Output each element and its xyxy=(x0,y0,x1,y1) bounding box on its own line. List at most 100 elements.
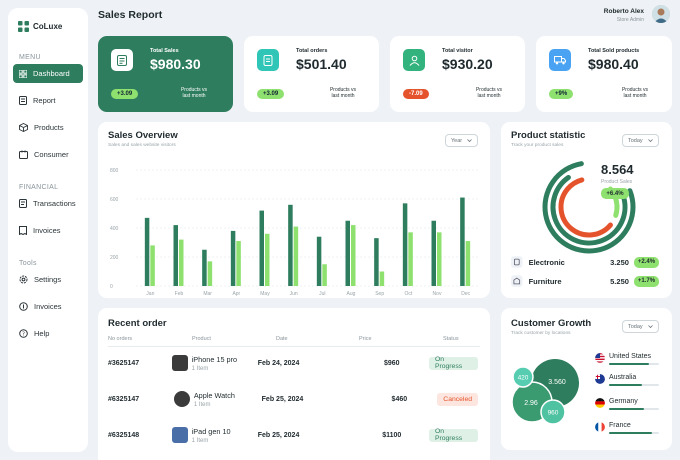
column-header-price: Price xyxy=(359,336,372,342)
bar-jun-series-2[interactable] xyxy=(293,226,299,286)
sidebar-item-invoices-tools[interactable]: Invoices xyxy=(13,297,83,316)
product-statistic-card: Product statistic Track your product sal… xyxy=(501,122,672,298)
sidebar-item-label: Consumer xyxy=(34,150,69,159)
sidebar-item-help[interactable]: ? Help xyxy=(13,324,83,343)
today-filter-dropdown[interactable]: Today xyxy=(622,320,659,333)
stat-value: $501.40 xyxy=(296,56,347,72)
legend-item-furniture: Furniture 5.250 +1.7% xyxy=(511,275,659,287)
order-date: Feb 25, 2024 xyxy=(257,431,300,439)
bar-jul-series-1[interactable] xyxy=(316,236,322,286)
stat-card-total-visitor[interactable]: Total visitor $930.20 -7.09 Products vs … xyxy=(390,36,525,112)
bar-may-series-1[interactable] xyxy=(259,210,265,286)
bar-apr-series-2[interactable] xyxy=(236,241,241,286)
x-tick-label: Oct xyxy=(404,291,412,297)
sidebar-item-report[interactable]: Report xyxy=(13,91,83,110)
column-header-date: Date xyxy=(276,336,288,342)
bar-mar-series-1[interactable] xyxy=(202,249,207,286)
brand[interactable]: CoLuxe xyxy=(13,16,83,36)
bar-aug-series-1[interactable] xyxy=(345,220,351,286)
financial-section-label: FINANCIAL xyxy=(19,184,59,191)
stat-card-total-sales[interactable]: Total Sales $980.30 +3.09 Products vs la… xyxy=(98,36,233,112)
bar-sep-series-2[interactable] xyxy=(379,271,385,287)
year-filter-dropdown[interactable]: Year xyxy=(445,134,479,147)
stat-note: Products vs last month xyxy=(180,87,208,100)
bar-jan-series-2[interactable] xyxy=(150,245,155,286)
table-row[interactable]: #6325147 Apple Watch 1 Item Feb 25, 2024 … xyxy=(108,384,478,414)
france-flag-icon xyxy=(595,422,605,432)
stat-card-total-sold-products[interactable]: Total Sold products $980.40 +9% Products… xyxy=(536,36,672,112)
bar-feb-series-2[interactable] xyxy=(179,239,184,286)
sidebar-item-consumer[interactable]: Consumer xyxy=(13,145,83,164)
column-header-status: Status xyxy=(443,336,459,342)
bubble-small-right xyxy=(540,399,566,425)
chevron-down-icon xyxy=(467,139,472,142)
watch-icon xyxy=(173,391,190,407)
sidebar-item-label: Dashboard xyxy=(33,69,70,78)
bar-jan-series-1[interactable] xyxy=(144,217,150,286)
bar-nov-series-2[interactable] xyxy=(437,232,442,286)
stat-value: $930.20 xyxy=(442,56,493,72)
y-tick-label: 200 xyxy=(110,255,119,261)
bubble-label: 960 xyxy=(548,410,559,417)
x-tick-label: Aug xyxy=(347,291,356,297)
bar-feb-series-1[interactable] xyxy=(173,225,179,286)
today-filter-dropdown[interactable]: Today xyxy=(622,134,659,147)
bar-oct-series-2[interactable] xyxy=(408,232,413,286)
stat-card-total-orders[interactable]: Total orders $501.40 +3.09 Products vs l… xyxy=(244,36,379,112)
sidebar-item-label: Report xyxy=(33,96,56,105)
bar-mar-series-2[interactable] xyxy=(207,261,213,286)
legend-value: 3.250 xyxy=(610,257,629,267)
sidebar-item-label: Transactions xyxy=(33,199,76,208)
bar-jul-series-2[interactable] xyxy=(322,264,327,286)
avatar[interactable] xyxy=(652,5,670,23)
bar-may-series-2[interactable] xyxy=(265,233,270,286)
bar-aug-series-2[interactable] xyxy=(351,225,356,286)
product-statistic-title: Product statistic xyxy=(511,130,586,141)
menu-section-label: MENU xyxy=(19,54,41,61)
stat-label: Total Sales xyxy=(150,48,179,54)
bar-dec-series-1[interactable] xyxy=(460,197,465,286)
bar-oct-series-1[interactable] xyxy=(402,203,408,286)
x-tick-label: Dec xyxy=(461,291,470,297)
order-price: $460 xyxy=(391,395,408,403)
product-qty: 1 Item xyxy=(193,401,211,408)
x-tick-label: Jun xyxy=(290,291,298,297)
table-row[interactable]: #6325148 iPad gen 10 1 Item Feb 25, 2024 … xyxy=(108,420,478,450)
order-price: $1100 xyxy=(382,431,402,439)
bar-jun-series-1[interactable] xyxy=(288,204,293,286)
bar-apr-series-1[interactable] xyxy=(230,230,236,286)
sidebar-item-invoices[interactable]: Invoices xyxy=(13,221,83,240)
bubble-label: 2.96 xyxy=(524,400,538,407)
tools-section-label: Tools xyxy=(19,260,37,267)
user-name: Roberto Alex xyxy=(603,8,644,15)
country-progress xyxy=(609,408,659,410)
table-row[interactable]: #3625147 iPhone 15 pro 1 Item Feb 24, 202… xyxy=(108,348,478,378)
ipad-icon xyxy=(172,427,188,443)
sidebar-item-products[interactable]: Products xyxy=(13,118,83,137)
bar-sep-series-1[interactable] xyxy=(374,238,379,286)
stat-note: Products vs last month xyxy=(329,87,357,100)
ring-electronic xyxy=(542,160,636,254)
bar-nov-series-1[interactable] xyxy=(431,220,437,286)
x-tick-label: Apr xyxy=(232,291,240,297)
user-info[interactable]: Roberto Alex Store Admin xyxy=(604,8,644,23)
sidebar-item-transactions[interactable]: Transactions xyxy=(13,194,83,213)
sidebar-item-settings[interactable]: Settings xyxy=(13,270,83,289)
country-name: United States xyxy=(609,353,652,360)
sales-overview-subtitle: Sales and sales website visitors xyxy=(108,143,176,148)
avatar-icon xyxy=(652,5,670,23)
invoice-icon xyxy=(19,302,28,311)
brand-name: CoLuxe xyxy=(33,21,63,31)
help-icon: ? xyxy=(19,329,28,338)
legend-name: Furniture xyxy=(528,276,562,286)
customer-growth-subtitle: Track customer by locations xyxy=(511,331,571,336)
customer-growth-title: Customer Growth xyxy=(511,318,592,329)
country-name: Germany xyxy=(609,398,638,405)
australia-flag-icon xyxy=(595,374,605,384)
recent-order-card: Recent order xyxy=(98,308,490,460)
bar-dec-series-2[interactable] xyxy=(465,241,471,286)
sidebar-item-dashboard[interactable]: Dashboard xyxy=(13,64,83,83)
stat-label: Total Sold products xyxy=(588,48,640,54)
product-total: 8.564 xyxy=(601,162,634,177)
order-id: #6325148 xyxy=(108,431,140,439)
